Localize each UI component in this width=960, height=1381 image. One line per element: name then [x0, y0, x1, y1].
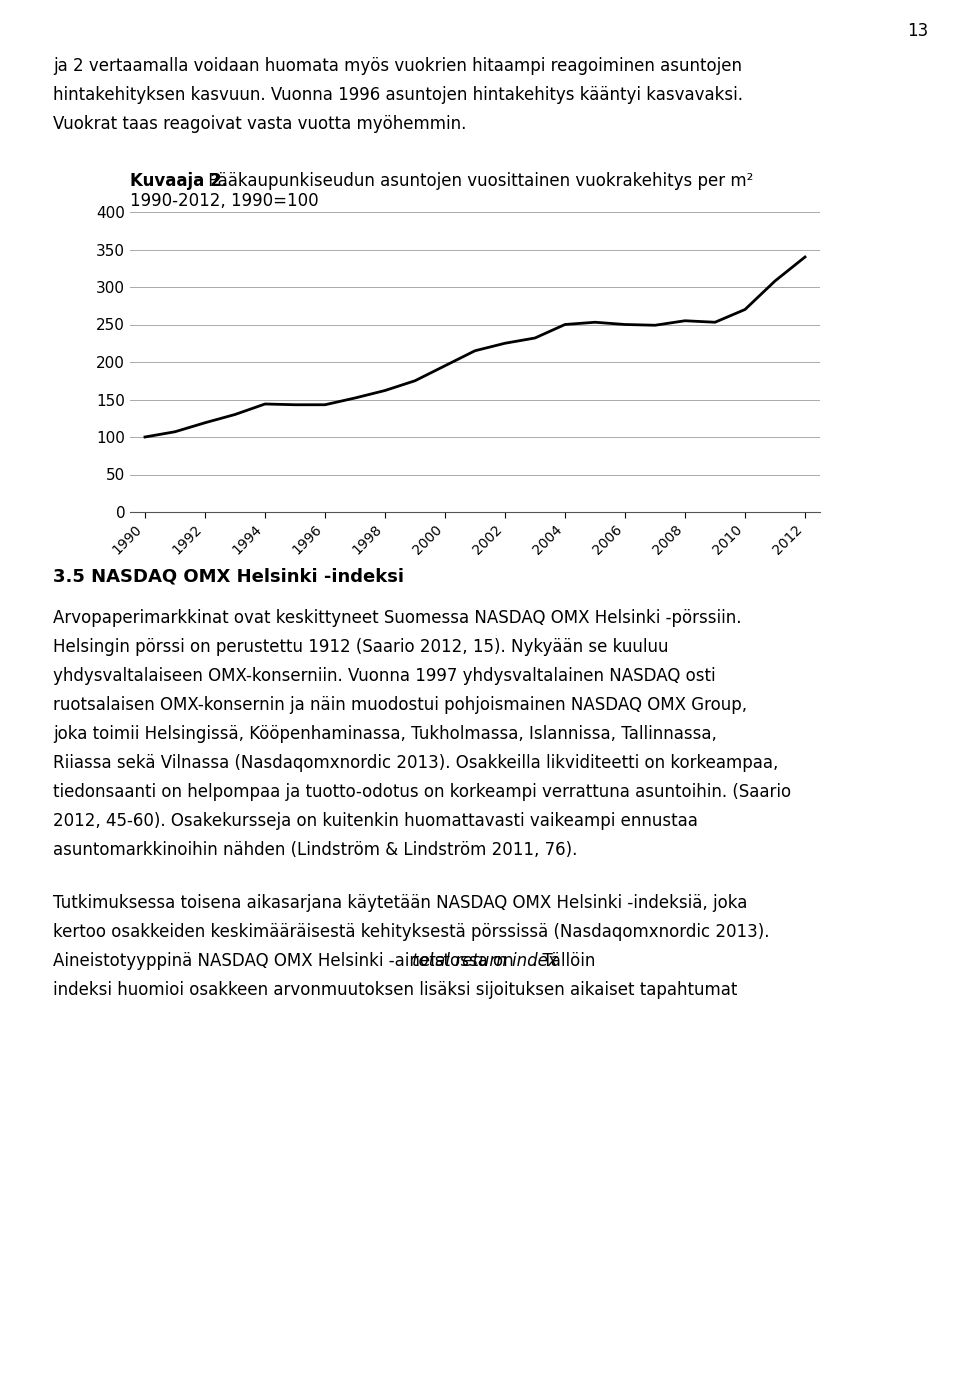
Text: yhdysvaltalaiseen OMX-konserniin. Vuonna 1997 yhdysvaltalainen NASDAQ osti: yhdysvaltalaiseen OMX-konserniin. Vuonna…: [53, 667, 715, 685]
Text: kertoo osakkeiden keskimääräisestä kehityksestä pörssissä (Nasdaqomxnordic 2013): kertoo osakkeiden keskimääräisestä kehit…: [53, 923, 770, 940]
Text: Tutkimuksessa toisena aikasarjana käytetään NASDAQ OMX Helsinki -indeksiä, joka: Tutkimuksessa toisena aikasarjana käytet…: [53, 894, 748, 911]
Text: Pääkaupunkiseudun asuntojen vuosittainen vuokrakehitys per m²: Pääkaupunkiseudun asuntojen vuosittainen…: [203, 173, 754, 191]
Text: 2012, 45-60). Osakekursseja on kuitenkin huomattavasti vaikeampi ennustaa: 2012, 45-60). Osakekursseja on kuitenkin…: [53, 812, 698, 830]
Text: 13: 13: [907, 22, 928, 40]
Text: Helsingin pörssi on perustettu 1912 (Saario 2012, 15). Nykyään se kuuluu: Helsingin pörssi on perustettu 1912 (Saa…: [53, 638, 668, 656]
Text: hintakehityksen kasvuun. Vuonna 1996 asuntojen hintakehitys kääntyi kasvavaksi.: hintakehityksen kasvuun. Vuonna 1996 asu…: [53, 86, 743, 104]
Text: ruotsalaisen OMX-konsernin ja näin muodostui pohjoismainen NASDAQ OMX Group,: ruotsalaisen OMX-konsernin ja näin muodo…: [53, 696, 747, 714]
Text: ja 2 vertaamalla voidaan huomata myös vuokrien hitaampi reagoiminen asuntojen: ja 2 vertaamalla voidaan huomata myös vu…: [53, 57, 742, 75]
Text: Aineistotyyppinä NASDAQ OMX Helsinki -aineistossa on ⁠: Aineistotyyppinä NASDAQ OMX Helsinki -ai…: [53, 952, 518, 969]
Text: Arvopaperimarkkinat ovat keskittyneet Suomessa NASDAQ OMX Helsinki -pörssiin.: Arvopaperimarkkinat ovat keskittyneet Su…: [53, 609, 741, 627]
Text: joka toimii Helsingissä, Kööpenhaminassa, Tukholmassa, Islannissa, Tallinnassa,: joka toimii Helsingissä, Kööpenhaminassa…: [53, 725, 717, 743]
Text: 1990-2012, 1990=100: 1990-2012, 1990=100: [130, 192, 319, 210]
Text: asuntomarkkinoihin nähden (Lindström & Lindström 2011, 76).: asuntomarkkinoihin nähden (Lindström & L…: [53, 841, 577, 859]
Text: Riiassa sekä Vilnassa (Nasdaqomxnordic 2013). Osakkeilla likviditeetti on korkea: Riiassa sekä Vilnassa (Nasdaqomxnordic 2…: [53, 754, 779, 772]
Text: total return index: total return index: [412, 952, 558, 969]
Text: Kuvaaja 2.: Kuvaaja 2.: [130, 173, 228, 191]
Text: Vuokrat taas reagoivat vasta vuotta myöhemmin.: Vuokrat taas reagoivat vasta vuotta myöh…: [53, 115, 467, 133]
Text: 3.5 NASDAQ OMX Helsinki -indeksi: 3.5 NASDAQ OMX Helsinki -indeksi: [53, 568, 404, 586]
Text: tiedonsaanti on helpompaa ja tuotto-odotus on korkeampi verrattuna asuntoihin. (: tiedonsaanti on helpompaa ja tuotto-odot…: [53, 783, 791, 801]
Text: ⁠. Tällöin: ⁠. Tällöin: [532, 952, 595, 969]
Text: indeksi huomioi osakkeen arvonmuutoksen lisäksi sijoituksen aikaiset tapahtumat: indeksi huomioi osakkeen arvonmuutoksen …: [53, 981, 737, 998]
